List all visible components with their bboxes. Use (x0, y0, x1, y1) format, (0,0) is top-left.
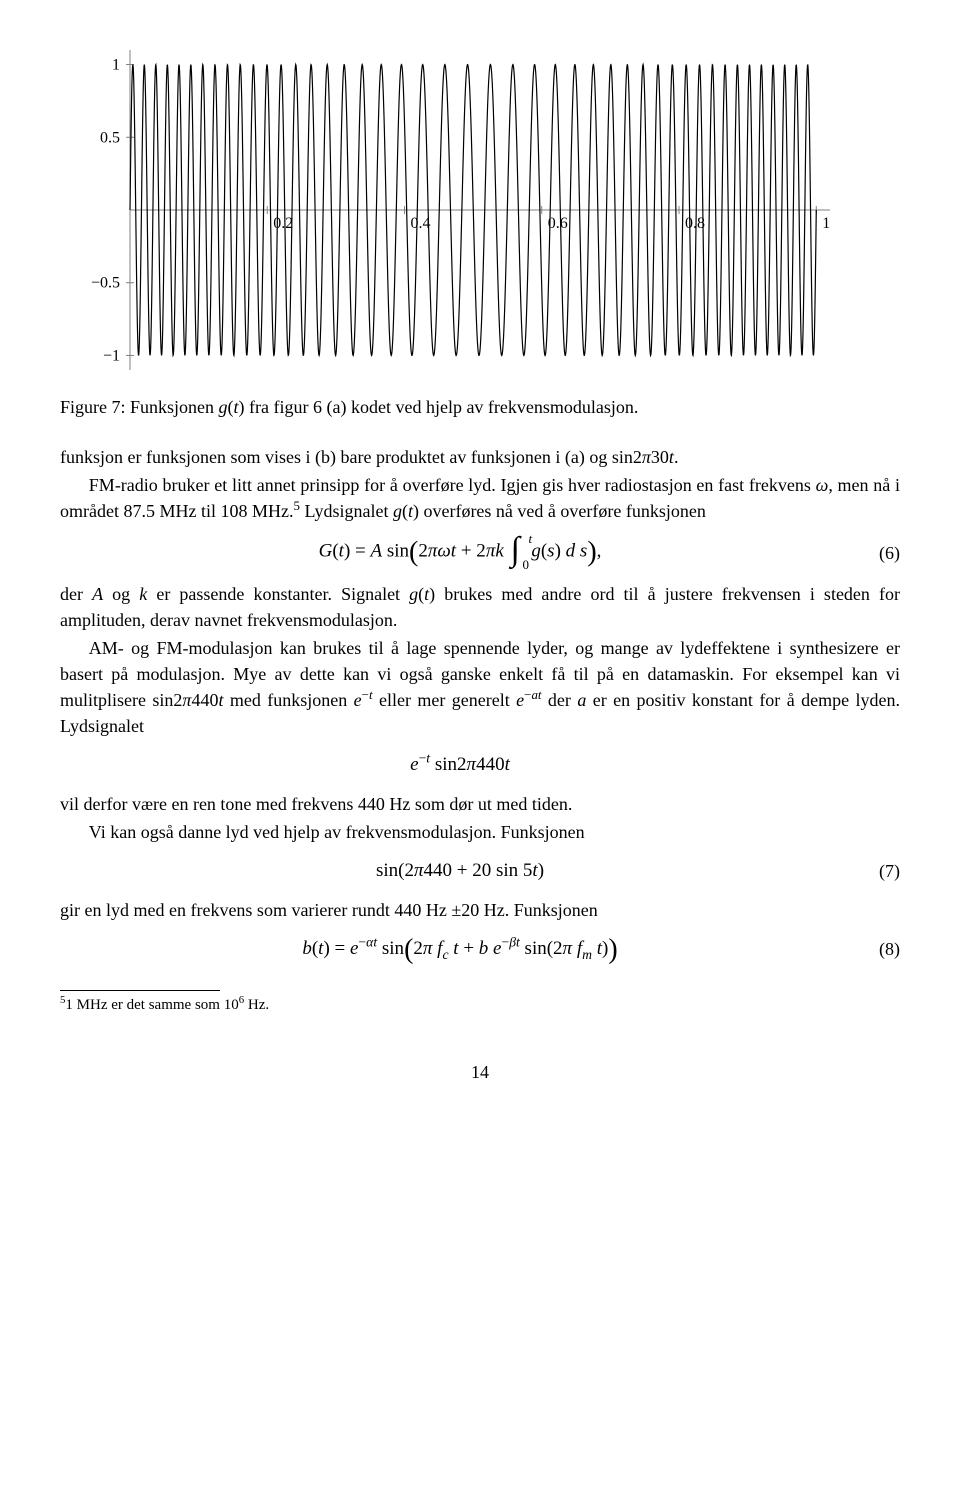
footnote-number: 5 (60, 994, 65, 1006)
paragraph-fm-sound: Vi kan også danne lyd ved hjelp av frekv… (60, 819, 900, 845)
page-number: 14 (60, 1059, 900, 1085)
svg-text:0.6: 0.6 (548, 215, 568, 232)
paragraph-after-eq7: gir en lyd med en frekvens som varierer … (60, 897, 900, 923)
svg-text:−1: −1 (103, 347, 120, 364)
svg-text:−0.5: −0.5 (91, 275, 120, 292)
svg-text:0.5: 0.5 (100, 129, 120, 146)
svg-text:0.4: 0.4 (411, 215, 431, 232)
svg-text:0.8: 0.8 (685, 215, 705, 232)
eq-number-6: (6) (860, 540, 900, 566)
equation-decay: e−t sin2π440t (60, 751, 900, 779)
paragraph-tone: vil derfor være en ren tone med frekvens… (60, 791, 900, 817)
footnote-rule (60, 990, 220, 991)
svg-text:1: 1 (112, 57, 120, 74)
equation-8: b(t) = e−αt sin(2π fc t + b e−βt sin(2π … (60, 935, 900, 963)
paragraph-am-fm: AM- og FM-modulasjon kan brukes til å la… (60, 635, 900, 739)
paragraph-continuation: funksjon er funksjonen som vises i (b) b… (60, 444, 900, 470)
footnote-5: 51 MHz er det samme som 106 Hz. (60, 995, 900, 1017)
fm-chart: 0.2 0.4 0.6 0.8 1 −1 −0.5 0.5 1 (60, 40, 840, 380)
equation-7: sin(2π440 + 20 sin 5t) (7) (60, 857, 900, 885)
svg-text:1: 1 (822, 215, 830, 232)
figure-caption: Figure 7: Funksjonen g(t) fra figur 6 (a… (60, 394, 900, 420)
eq-number-7: (7) (860, 858, 900, 884)
paragraph-fm: FM-radio bruker et litt annet prinsipp f… (60, 472, 900, 524)
figure-7: 0.2 0.4 0.6 0.8 1 −1 −0.5 0.5 1 Figure 7: Funksj… (60, 40, 900, 420)
equation-6: G(t) = A sin(2πωt + 2πk ∫t0 g(s) d s), (… (60, 536, 900, 569)
footnote-ref: 5 (293, 498, 299, 513)
svg-text:0.2: 0.2 (273, 215, 293, 232)
eq-number-8: (8) (860, 936, 900, 962)
paragraph-after-eq6: der A og k er passende konstanter. Signa… (60, 581, 900, 633)
